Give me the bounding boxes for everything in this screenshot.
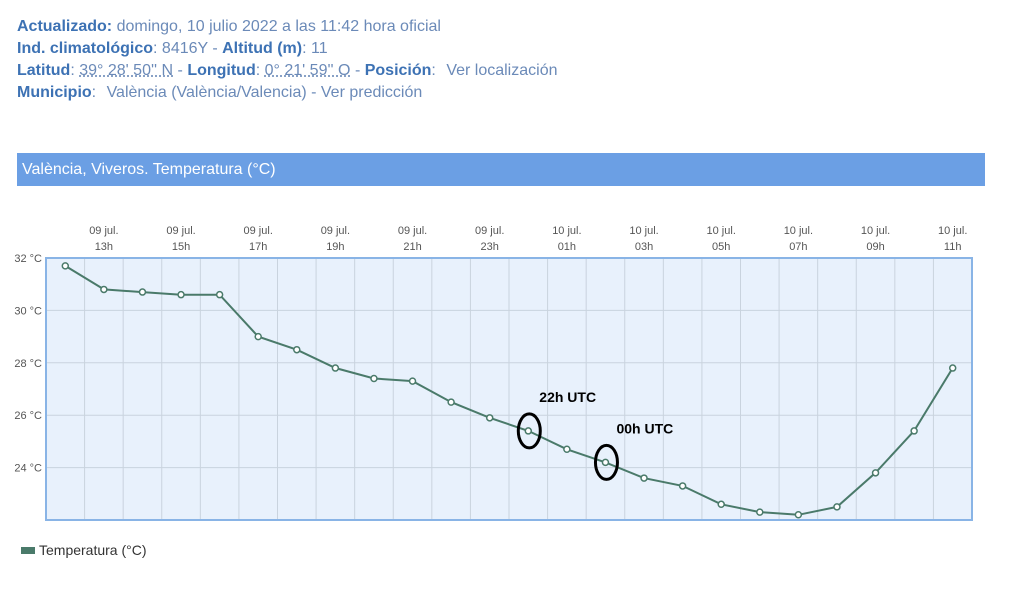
updated-value: domingo, 10 julio 2022 a las 11:42 hora … — [116, 18, 441, 35]
annotation-label: 00h UTC — [616, 420, 673, 436]
data-point[interactable] — [447, 398, 455, 406]
data-point[interactable] — [100, 285, 108, 294]
annotation-ellipse — [516, 412, 542, 450]
vertical-gridlines — [84, 258, 934, 520]
data-point[interactable] — [138, 288, 147, 296]
mun-label: Municipio — [17, 84, 92, 101]
x-tick-date: 09 jul. — [166, 225, 195, 237]
y-tick-label: 30 °C — [14, 305, 42, 317]
data-point[interactable] — [293, 345, 301, 354]
data-point[interactable] — [910, 427, 918, 435]
annotation-ellipse — [593, 443, 619, 481]
data-point[interactable] — [370, 374, 378, 383]
annotation-label: 22h UTC — [539, 389, 596, 405]
temperature-data-points — [61, 262, 957, 519]
updated-row: Actualizado: domingo, 10 julio 2022 a la… — [17, 16, 557, 38]
ind-value: 8416Y - — [161, 40, 218, 57]
x-tick-hour: 15h — [172, 241, 190, 253]
data-point[interactable] — [408, 377, 417, 385]
data-point[interactable] — [871, 469, 880, 477]
ind-sep: : — [153, 40, 158, 57]
data-point[interactable] — [61, 262, 70, 270]
x-tick-date: 10 jul. — [861, 225, 890, 237]
x-tick-hour: 11h — [944, 241, 962, 253]
y-tick-label: 28 °C — [14, 358, 42, 370]
station-info: Actualizado: domingo, 10 julio 2022 a la… — [17, 16, 557, 104]
lon-label: Longitud — [187, 62, 256, 79]
data-point[interactable] — [524, 427, 533, 435]
dash-1: - — [177, 62, 183, 79]
data-point[interactable] — [177, 290, 185, 299]
x-axis-labels: 09 jul. 13h 09 jul. 15h 09 jul. 17h 09 jul. 19h… — [89, 225, 967, 253]
x-tick-date: 10 jul. — [938, 225, 967, 237]
plot-frame — [45, 257, 973, 521]
municipio-row: Municipio: València (València/Valencia) … — [17, 82, 557, 104]
coords-row: Latitud: 39° 28' 50'' N - Longitud: 0° 2… — [17, 60, 557, 82]
temperature-series-line — [64, 265, 954, 516]
x-tick-date: 09 jul. — [244, 225, 273, 237]
pos-label: Posición — [364, 62, 432, 79]
data-point[interactable] — [640, 474, 648, 482]
x-tick-hour: 13h — [95, 241, 113, 253]
ind-label: Ind. climatológico — [17, 40, 154, 57]
data-point[interactable] — [678, 482, 687, 490]
x-tick-hour: 07h — [789, 241, 807, 253]
data-point[interactable] — [794, 511, 803, 519]
annotations: 22h UTC 00h UTC — [516, 389, 673, 481]
x-tick-date: 09 jul. — [89, 225, 118, 237]
x-tick-date: 10 jul. — [707, 225, 736, 237]
x-tick-hour: 17h — [249, 241, 267, 253]
updated-label: Actualizado: — [17, 18, 113, 35]
y-axis-labels: 32 °C 30 °C 28 °C 26 °C 24 °C — [14, 253, 42, 475]
x-tick-date: 10 jul. — [784, 225, 813, 237]
data-point[interactable] — [254, 332, 262, 341]
lat-sep: : — [70, 62, 75, 79]
x-tick-date: 10 jul. — [552, 225, 581, 237]
x-tick-hour: 23h — [481, 241, 499, 253]
legend-swatch — [21, 547, 35, 554]
mun-value[interactable]: València (València/Valencia) - Ver predi… — [106, 84, 423, 101]
x-tick-hour: 01h — [558, 241, 576, 253]
x-tick-date: 10 jul. — [629, 225, 658, 237]
data-point[interactable] — [948, 364, 957, 372]
dash-2: - — [354, 62, 361, 79]
ind-row: Ind. climatológico: 8416Y - Altitud (m):… — [17, 38, 557, 60]
lon-sep: : — [255, 62, 261, 79]
y-tick-label: 24 °C — [14, 463, 42, 475]
legend[interactable]: Temperatura (°C) — [21, 542, 147, 558]
lon-value: 0° 21' 59'' O — [264, 62, 351, 79]
chart-title-banner: València, Viveros. Temperatura (°C) — [17, 153, 985, 186]
lat-label: Latitud — [17, 62, 71, 79]
data-point[interactable] — [563, 445, 571, 454]
data-point[interactable] — [756, 508, 764, 516]
x-tick-hour: 03h — [635, 241, 653, 253]
y-tick-label: 32 °C — [14, 253, 42, 265]
legend-label: Temperatura (°C) — [39, 542, 147, 558]
alt-label: Altitud (m) — [222, 40, 303, 57]
data-point[interactable] — [717, 500, 725, 509]
x-tick-date: 09 jul. — [398, 225, 427, 237]
data-point[interactable] — [601, 458, 610, 467]
data-point[interactable] — [215, 290, 224, 299]
data-point[interactable] — [485, 414, 494, 422]
data-point[interactable] — [331, 364, 340, 372]
x-tick-date: 09 jul. — [475, 225, 504, 237]
alt-value: : 11 — [302, 40, 328, 57]
x-tick-date: 09 jul. — [321, 225, 350, 237]
y-tick-label: 26 °C — [14, 410, 42, 422]
pos-sep: : — [431, 62, 436, 79]
data-point[interactable] — [833, 503, 841, 511]
mun-sep: : — [91, 84, 97, 101]
pos-link[interactable]: Ver localización — [446, 62, 558, 79]
x-tick-hour: 09h — [866, 241, 884, 253]
x-tick-hour: 19h — [326, 241, 344, 253]
x-tick-hour: 21h — [403, 241, 421, 253]
lat-value: 39° 28' 50'' N — [79, 62, 174, 79]
x-tick-hour: 05h — [712, 241, 730, 253]
